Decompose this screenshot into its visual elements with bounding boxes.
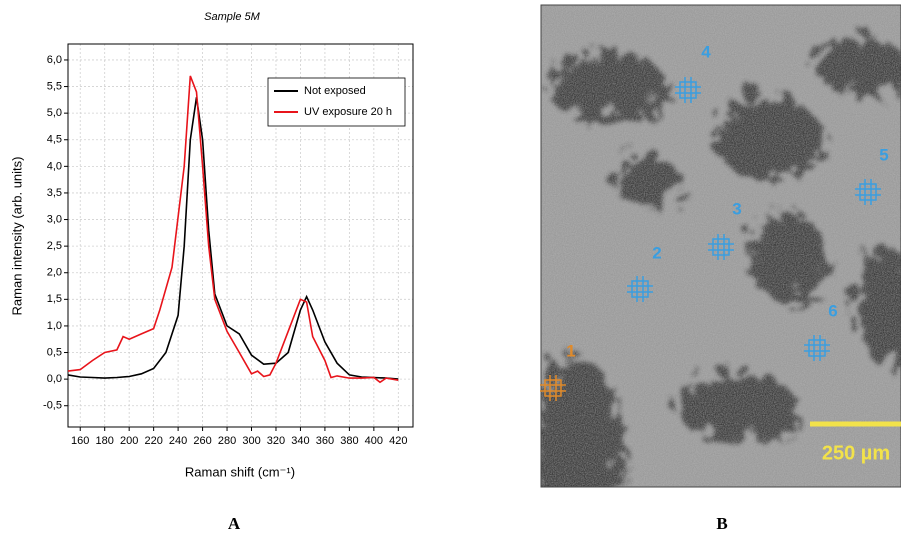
y-tick-label: 1,5 bbox=[47, 293, 62, 305]
chart-title: Sample 5M bbox=[204, 11, 260, 23]
micrograph bbox=[541, 5, 901, 487]
marker-label: 5 bbox=[879, 145, 888, 164]
x-tick-label: 220 bbox=[144, 435, 162, 447]
y-tick-label: 3,5 bbox=[47, 187, 62, 199]
legend-label: UV exposure 20 h bbox=[304, 106, 392, 118]
x-tick-label: 340 bbox=[291, 435, 309, 447]
marker-label: 1 bbox=[566, 341, 575, 360]
legend-box bbox=[267, 77, 406, 127]
data-line bbox=[67, 75, 399, 384]
x-tick-label: 200 bbox=[120, 435, 138, 447]
x-tick-label: 420 bbox=[389, 435, 407, 447]
data-line bbox=[67, 97, 399, 380]
marker-square bbox=[712, 238, 730, 256]
y-axis-label: Raman intensity (arb. units) bbox=[9, 157, 24, 316]
marker-label: 3 bbox=[732, 199, 741, 218]
y-tick-label: 5,0 bbox=[47, 107, 62, 119]
panel-label: A bbox=[228, 514, 241, 533]
y-tick-label: 4,0 bbox=[47, 160, 62, 172]
scale-bar-label: 250 µm bbox=[822, 442, 890, 464]
x-axis-label: Raman shift (cm⁻¹) bbox=[185, 464, 295, 479]
y-tick-label: 1,0 bbox=[47, 320, 62, 332]
y-tick-label: 0,5 bbox=[47, 346, 62, 358]
x-tick-label: 320 bbox=[267, 435, 285, 447]
marker-square bbox=[808, 339, 826, 357]
y-tick-label: 5,5 bbox=[47, 80, 62, 92]
markers: 1 2 3 4 5 6 bbox=[540, 42, 889, 401]
panel-label: B bbox=[716, 514, 727, 533]
marker-square bbox=[631, 280, 649, 298]
y-tick-label: 0,0 bbox=[47, 373, 62, 385]
image-frame bbox=[540, 4, 901, 488]
marker-label: 4 bbox=[701, 42, 711, 61]
x-tick-label: 260 bbox=[193, 435, 211, 447]
x-tick-label: 160 bbox=[71, 435, 89, 447]
x-tick-label: 400 bbox=[365, 435, 383, 447]
y-tick-label: -0,5 bbox=[43, 400, 62, 412]
y-tick-label: 3,0 bbox=[47, 213, 62, 225]
marker-label: 6 bbox=[828, 301, 837, 320]
y-tick-label: 2,0 bbox=[47, 267, 62, 279]
y-tick-label: 2,5 bbox=[47, 240, 62, 252]
legend-label: Not exposed bbox=[304, 85, 366, 97]
marker-square bbox=[679, 81, 697, 99]
x-tick-label: 240 bbox=[169, 435, 187, 447]
y-tick-label: 6,0 bbox=[47, 54, 62, 66]
x-tick-label: 280 bbox=[218, 435, 236, 447]
y-tick-label: 4,5 bbox=[47, 134, 62, 146]
plot-frame bbox=[67, 43, 414, 428]
x-tick-label: 380 bbox=[340, 435, 358, 447]
x-tick-label: 300 bbox=[242, 435, 260, 447]
x-tick-label: 180 bbox=[96, 435, 114, 447]
marker-square bbox=[859, 183, 877, 201]
marker-square bbox=[544, 379, 562, 397]
x-tick-label: 360 bbox=[316, 435, 334, 447]
marker-label: 2 bbox=[652, 243, 661, 262]
